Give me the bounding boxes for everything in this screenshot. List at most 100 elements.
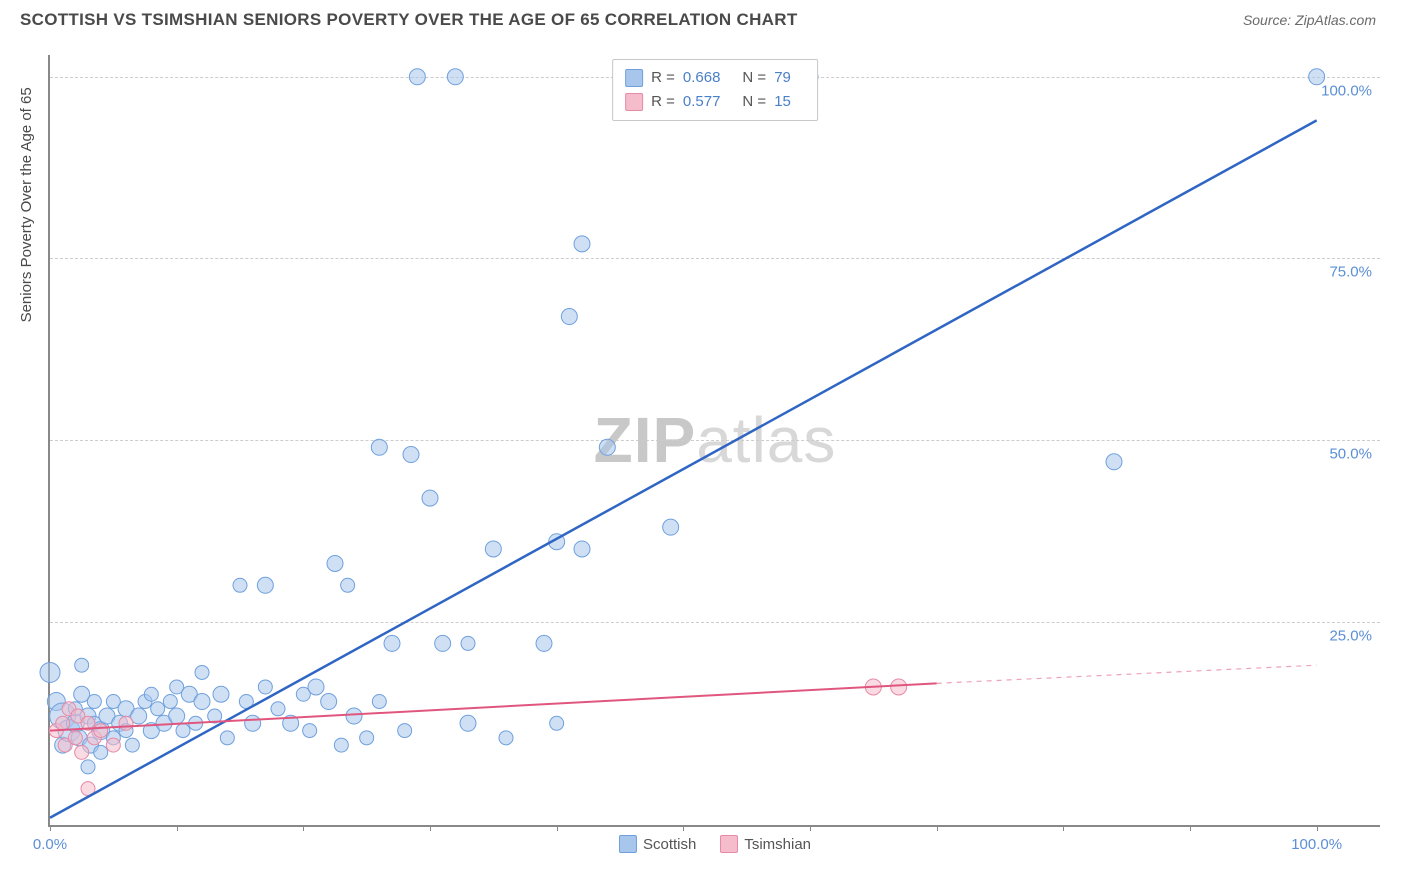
regression-line: [50, 120, 1317, 817]
scatter-point: [341, 578, 355, 592]
scatter-point: [384, 635, 400, 651]
x-tick: [1190, 825, 1191, 831]
scatter-point: [303, 724, 317, 738]
legend-n-label: N =: [742, 66, 766, 90]
scatter-point: [40, 662, 60, 682]
legend-swatch: [619, 835, 637, 853]
scatter-point: [409, 69, 425, 85]
scatter-point: [599, 439, 615, 455]
scatter-point: [536, 635, 552, 651]
scatter-point: [550, 716, 564, 730]
legend-r-value: 0.577: [683, 90, 721, 114]
scatter-point: [372, 695, 386, 709]
scatter-point: [334, 738, 348, 752]
scatter-point: [1309, 69, 1325, 85]
scatter-point: [151, 702, 165, 716]
scatter-point: [144, 687, 158, 701]
scatter-point: [371, 439, 387, 455]
scatter-point: [68, 731, 82, 745]
scatter-point: [87, 695, 101, 709]
legend-series-item: Tsimshian: [720, 835, 811, 853]
scatter-point: [403, 447, 419, 463]
scatter-point: [163, 695, 177, 709]
legend-n-value: 15: [774, 90, 791, 114]
scatter-point: [327, 555, 343, 571]
scatter-point: [258, 680, 272, 694]
scatter-point: [663, 519, 679, 535]
legend-swatch: [720, 835, 738, 853]
legend-r-label: R =: [651, 90, 675, 114]
scatter-point: [499, 731, 513, 745]
legend-n-value: 79: [774, 66, 791, 90]
x-tick-label: 0.0%: [33, 836, 67, 853]
legend-r-label: R =: [651, 66, 675, 90]
scatter-point: [321, 694, 337, 710]
chart-plot-area: ZIPatlas 25.0%50.0%75.0%100.0% 0.0%100.0…: [48, 55, 1380, 827]
scatter-point: [346, 708, 362, 724]
chart-header: SCOTTISH VS TSIMSHIAN SENIORS POVERTY OV…: [0, 0, 1406, 35]
scatter-point: [360, 731, 374, 745]
scatter-point: [574, 236, 590, 252]
legend-series: Scottish Tsimshian: [619, 835, 811, 853]
scatter-point: [435, 635, 451, 651]
scatter-point: [106, 738, 120, 752]
source-name: ZipAtlas.com: [1295, 12, 1376, 28]
scatter-point: [447, 69, 463, 85]
regression-line-extension: [937, 665, 1317, 683]
scatter-point: [75, 658, 89, 672]
x-tick-label: 100.0%: [1291, 836, 1342, 853]
legend-swatch: [625, 93, 643, 111]
legend-correlation-row: R = 0.668 N = 79: [625, 66, 805, 90]
scatter-point: [271, 702, 285, 716]
scatter-svg: [50, 55, 1380, 825]
scatter-point: [561, 309, 577, 325]
x-tick: [683, 825, 684, 831]
x-tick: [1317, 825, 1318, 831]
x-tick: [303, 825, 304, 831]
scatter-point: [176, 724, 190, 738]
scatter-point: [56, 716, 70, 730]
scatter-point: [195, 665, 209, 679]
x-tick: [430, 825, 431, 831]
scatter-point: [485, 541, 501, 557]
scatter-point: [422, 490, 438, 506]
scatter-point: [1106, 454, 1122, 470]
chart-source: Source: ZipAtlas.com: [1243, 12, 1376, 28]
scatter-point: [891, 679, 907, 695]
legend-correlation-box: R = 0.668 N = 79 R = 0.577 N = 15: [612, 59, 818, 121]
scatter-point: [220, 731, 234, 745]
scatter-point: [308, 679, 324, 695]
x-tick: [937, 825, 938, 831]
legend-correlation-row: R = 0.577 N = 15: [625, 90, 805, 114]
legend-r-value: 0.668: [683, 66, 721, 90]
scatter-point: [94, 724, 108, 738]
scatter-point: [81, 760, 95, 774]
legend-series-label: Tsimshian: [744, 836, 811, 853]
scatter-point: [194, 694, 210, 710]
scatter-point: [169, 708, 185, 724]
legend-swatch: [625, 69, 643, 87]
chart-title: SCOTTISH VS TSIMSHIAN SENIORS POVERTY OV…: [20, 10, 798, 30]
scatter-point: [460, 715, 476, 731]
scatter-point: [125, 738, 139, 752]
scatter-point: [213, 686, 229, 702]
scatter-point: [398, 724, 412, 738]
scatter-point: [94, 745, 108, 759]
x-tick: [50, 825, 51, 831]
source-prefix: Source:: [1243, 12, 1295, 28]
x-tick: [557, 825, 558, 831]
legend-n-label: N =: [742, 90, 766, 114]
scatter-point: [257, 577, 273, 593]
y-axis-label: Seniors Poverty Over the Age of 65: [18, 87, 35, 322]
scatter-point: [119, 716, 133, 730]
scatter-point: [233, 578, 247, 592]
legend-series-label: Scottish: [643, 836, 696, 853]
scatter-point: [461, 636, 475, 650]
legend-series-item: Scottish: [619, 835, 696, 853]
scatter-point: [574, 541, 590, 557]
x-tick: [177, 825, 178, 831]
x-tick: [810, 825, 811, 831]
scatter-point: [245, 715, 261, 731]
scatter-point: [75, 745, 89, 759]
x-tick: [1063, 825, 1064, 831]
